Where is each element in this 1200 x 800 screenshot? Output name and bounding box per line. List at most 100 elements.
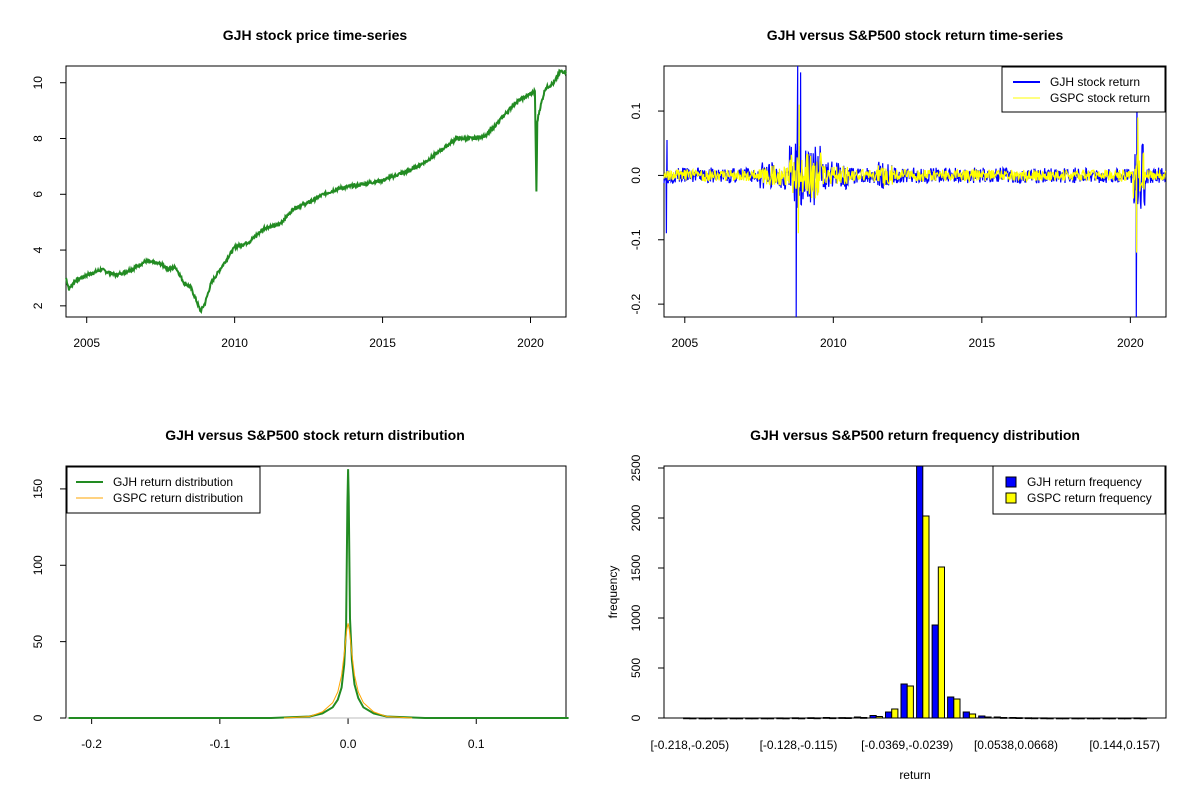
x-tick-label: -0.1 (210, 737, 231, 751)
bar-gspc-frequency (844, 717, 852, 720)
bar-gjh-frequency (869, 715, 877, 719)
bar-gspc-frequency (953, 698, 961, 719)
series-line-gjh-density (68, 469, 569, 719)
series-marks (66, 469, 569, 719)
bar-gspc-frequency (689, 717, 697, 720)
bar-gspc-frequency (766, 717, 775, 720)
x-category-label: [-0.0369,-0.0239) (861, 738, 953, 752)
bar-gjh-frequency (1055, 717, 1064, 720)
y-tick-label: 4 (31, 246, 45, 253)
bar-gjh-frequency (807, 717, 815, 720)
x-tick-label: 2005 (671, 336, 698, 350)
y-tick-label: 100 (31, 555, 45, 575)
panel-return-distribution: GJH versus S&P500 stock return distribut… (31, 427, 569, 751)
bar-gjh-frequency (962, 711, 970, 719)
axis-ticks: 2005 2010 2015 2020 2 4 6 8 10 (31, 76, 544, 350)
legend-label: GJH return distribution (113, 475, 233, 489)
series-line-gspc-density (283, 623, 413, 719)
x-category-label: [0.144,0.157) (1089, 738, 1160, 752)
bar-gspc-frequency (720, 717, 728, 720)
bar-gspc-frequency (999, 717, 1008, 719)
x-category-label: [-0.218,-0.205) (650, 738, 729, 752)
y-tick-label: 2500 (629, 454, 643, 481)
bar-gjh-frequency (993, 716, 1001, 719)
bar-gspc-frequency (798, 717, 806, 720)
bar-gjh-frequency (745, 717, 753, 720)
y-tick-label: 150 (31, 479, 45, 499)
legend: GJH return frequency GSPC return frequen… (992, 465, 1166, 515)
legend-box (66, 466, 261, 514)
y-tick-label: -0.2 (629, 293, 643, 314)
bar-gspc-frequency (829, 717, 837, 720)
bar-gspc-frequency (1046, 717, 1054, 720)
bar-gspc-frequency (751, 717, 759, 720)
x-tick-label: 2010 (221, 336, 248, 350)
x-tick-label: 2010 (820, 336, 847, 350)
bar-gjh-frequency (1040, 717, 1048, 720)
bar-gspc-frequency (922, 515, 930, 719)
y-tick-label: 1500 (629, 554, 643, 581)
bar-gspc-frequency (813, 717, 821, 720)
bar-gspc-frequency (984, 716, 992, 719)
bar-gjh-frequency (760, 717, 768, 720)
y-axis-label: frequency (606, 566, 620, 619)
legend-label: GJH stock return (1050, 75, 1140, 89)
bar-gspc-frequency (1062, 717, 1070, 720)
bar-gjh-frequency (1024, 717, 1033, 720)
y-tick-label: 8 (31, 135, 45, 142)
legend-swatch (1005, 476, 1017, 488)
legend-label: GSPC return frequency (1027, 491, 1152, 505)
series-marks (65, 68, 567, 314)
bar-gjh-frequency (1071, 717, 1079, 720)
legend: GJH return distribution GSPC return dist… (66, 466, 261, 514)
bar-gjh-frequency (822, 717, 831, 719)
x-tick-label: -0.2 (81, 737, 102, 751)
y-tick-label: 0.0 (629, 167, 643, 184)
chart-title: GJH versus S&P500 return frequency distr… (750, 427, 1080, 443)
bar-gspc-frequency (1139, 717, 1147, 720)
panel-frequency-histogram: GJH versus S&P500 return frequency distr… (606, 427, 1167, 782)
bar-gjh-frequency (1133, 717, 1141, 720)
bar-gspc-frequency (1031, 717, 1039, 720)
bar-gjh-frequency (931, 624, 939, 719)
bar-gspc-frequency (1093, 717, 1101, 720)
x-tick-label: 2005 (73, 336, 100, 350)
y-tick-label: 500 (629, 658, 643, 678)
bar-gspc-frequency (704, 717, 712, 720)
bar-gjh-frequency (885, 711, 893, 719)
bar-gjh-frequency (1102, 717, 1110, 720)
legend-box (992, 465, 1166, 515)
x-category-label: [-0.128,-0.115) (760, 738, 838, 752)
bar-gspc-frequency (1077, 717, 1085, 720)
bar-gjh-frequency (1118, 717, 1126, 720)
bar-gspc-frequency (735, 717, 744, 720)
bar-gspc-frequency (1015, 717, 1023, 720)
series-line-gspc-return (663, 104, 1167, 253)
series-marks (663, 65, 1167, 318)
bar-gspc-frequency (875, 716, 883, 719)
x-tick-label: 2020 (1117, 336, 1144, 350)
panel-return-timeseries: GJH versus S&P500 stock return time-seri… (629, 27, 1167, 350)
chart-title: GJH versus S&P500 stock return time-seri… (767, 27, 1064, 43)
legend-swatch (1005, 492, 1017, 504)
bar-gspc-frequency (906, 685, 914, 719)
bar-gjh-frequency (900, 683, 908, 719)
bar-gjh-frequency (698, 717, 706, 720)
bar-gjh-frequency (1086, 717, 1095, 720)
panel-price: GJH stock price time-series 2005 2010 2015… (31, 27, 567, 350)
bar-gjh-frequency (978, 715, 986, 719)
x-tick-label: 2015 (968, 336, 995, 350)
axis-ticks: 2005 2010 2015 2020 -0.2 -0.1 0.0 0.1 (629, 102, 1144, 350)
axis-ticks: 0 500 1000 1500 2000 2500 [-0.218,-0.205) [-0.1… (629, 454, 1160, 752)
bar-gjh-frequency (683, 717, 691, 720)
bar-gjh-frequency (791, 717, 799, 720)
bar-gjh-frequency (776, 717, 784, 720)
bar-gjh-frequency (853, 716, 862, 719)
chart-title: GJH versus S&P500 stock return distribut… (165, 427, 465, 443)
bar-gjh-frequency (1009, 717, 1017, 719)
y-tick-label: 10 (31, 76, 45, 90)
bar-gjh-frequency (916, 465, 924, 719)
y-tick-label: -0.1 (629, 229, 643, 250)
y-tick-label: 2 (31, 302, 45, 309)
